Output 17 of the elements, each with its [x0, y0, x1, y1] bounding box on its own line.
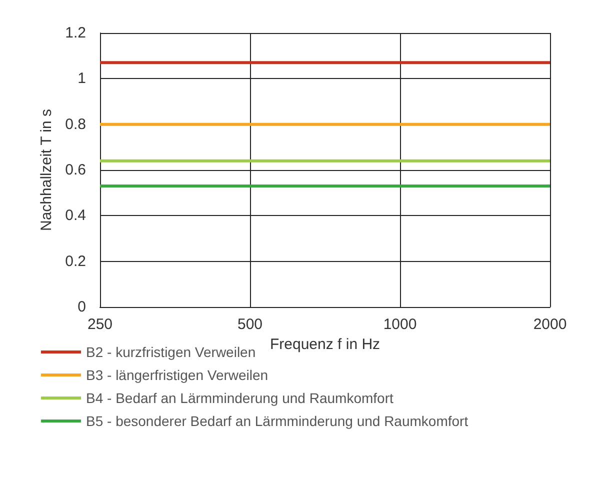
x-axis-title: Frequenz f in Hz — [270, 336, 380, 353]
legend-label: B2 - kurzfristigen Verweilen — [86, 344, 256, 360]
y-tick-label: 0.8 — [65, 116, 86, 133]
y-tick-label: 0.2 — [65, 252, 86, 270]
legend-label: B5 - besonderer Bedarf an Lärmminderung und Raumkomfort — [86, 413, 468, 429]
x-tick-label: 1000 — [383, 316, 417, 333]
x-tick-label: 2000 — [533, 316, 567, 333]
y-tick-label: 1.2 — [65, 24, 86, 42]
x-tick-label: 250 — [87, 316, 113, 333]
y-tick-label: 0.4 — [65, 207, 86, 224]
y-tick-label: 1 — [78, 70, 86, 88]
y-tick-label: 0.6 — [65, 162, 86, 178]
y-tick-label: 0 — [78, 298, 86, 316]
y-axis-title: Nachhallzeit T in s — [38, 108, 56, 232]
x-tick-label: 500 — [237, 316, 263, 333]
legend-label: B4 - Bedarf an Lärmminderung und Raumkomfort — [86, 390, 394, 406]
legend-label: B3 - längerfristigen Verweilen — [86, 367, 268, 383]
